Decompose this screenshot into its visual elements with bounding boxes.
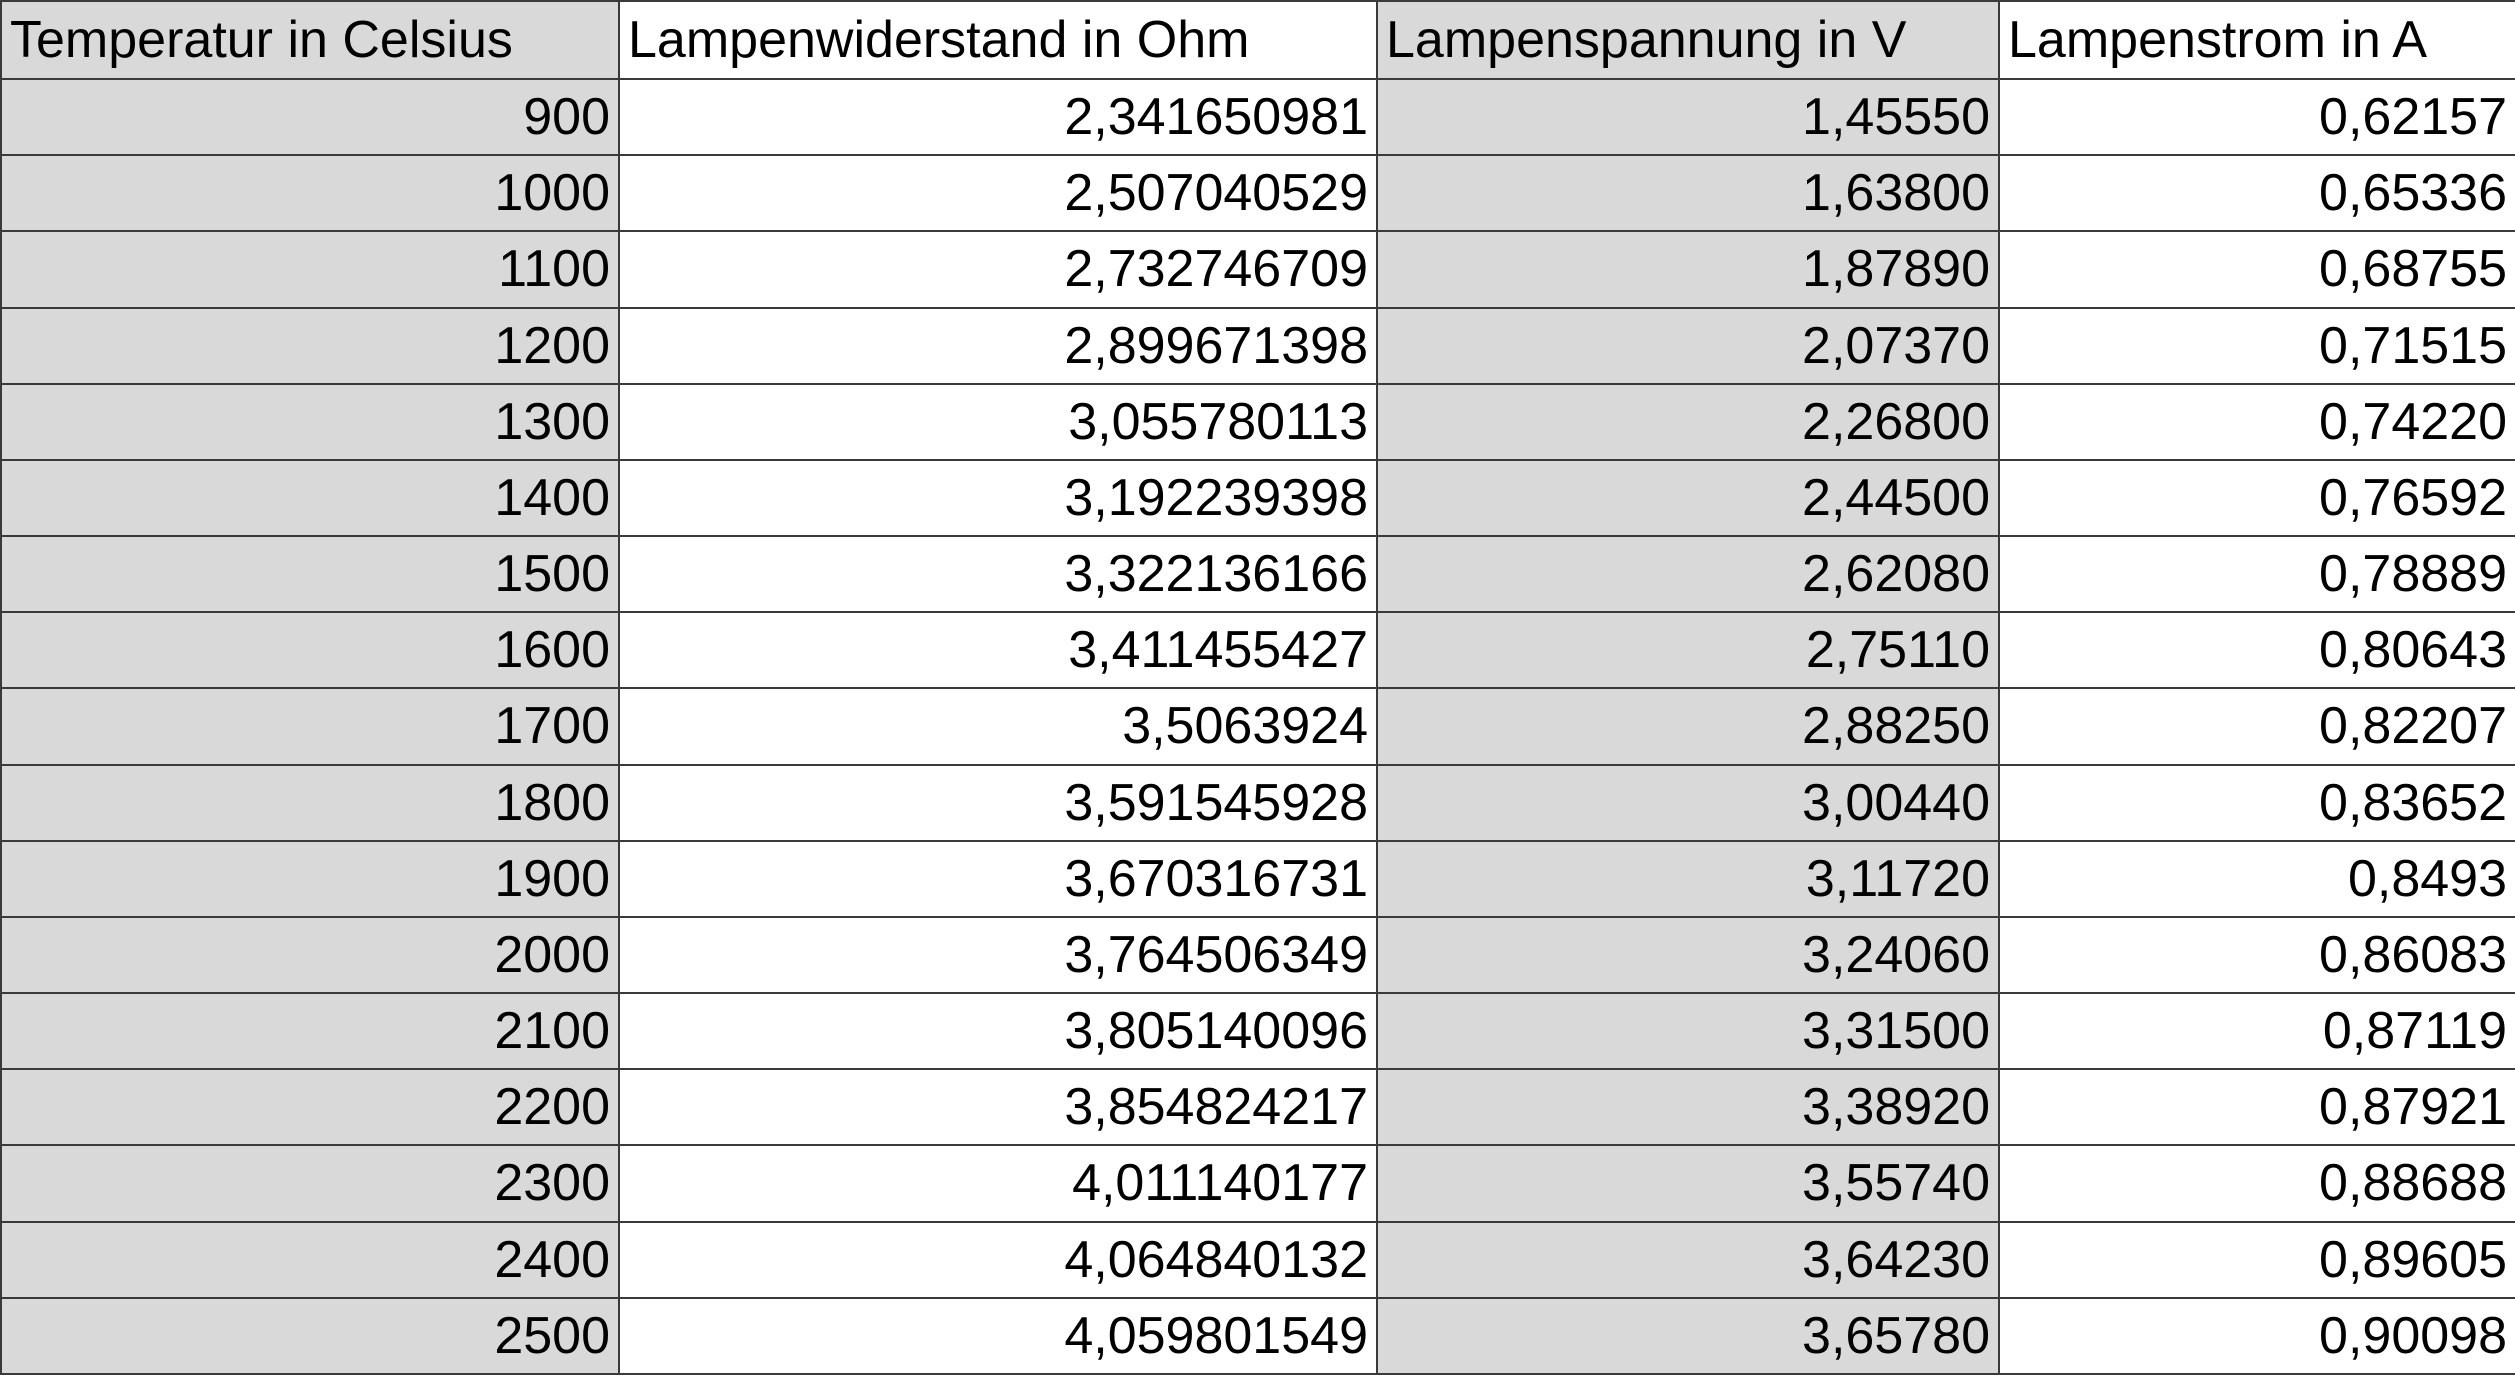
cell-temperature[interactable]: 2000 xyxy=(0,915,620,995)
table-header: Temperatur in Celsius Lampenwiderstand i… xyxy=(0,0,2515,80)
cell-resistance[interactable]: 3,322136166 xyxy=(618,535,1378,614)
cell-resistance[interactable]: 3,055780113 xyxy=(618,382,1378,461)
cell-resistance[interactable]: 2,732746709 xyxy=(618,230,1378,309)
table-row: 2400 4,064840132 3,64230 0,89605 xyxy=(0,1220,2515,1299)
cell-voltage[interactable]: 2,26800 xyxy=(1376,382,2000,461)
cell-temperature[interactable]: 1600 xyxy=(0,611,620,690)
cell-voltage[interactable]: 2,88250 xyxy=(1376,687,2000,766)
table-row: 2300 4,011140177 3,55740 0,88688 xyxy=(0,1144,2515,1223)
cell-voltage[interactable]: 1,63800 xyxy=(1376,154,2000,233)
cell-resistance[interactable]: 2,899671398 xyxy=(618,306,1378,385)
cell-current[interactable]: 0,89605 xyxy=(1998,1220,2515,1299)
cell-voltage[interactable]: 3,31500 xyxy=(1376,992,2000,1071)
cell-resistance[interactable]: 4,059801549 xyxy=(618,1296,1378,1375)
cell-voltage[interactable]: 1,45550 xyxy=(1376,77,2000,157)
cell-voltage[interactable]: 2,44500 xyxy=(1376,458,2000,538)
header-row: Temperatur in Celsius Lampenwiderstand i… xyxy=(0,0,2515,80)
cell-voltage[interactable]: 2,07370 xyxy=(1376,306,2000,385)
cell-current[interactable]: 0,87921 xyxy=(1998,1068,2515,1147)
header-temperature[interactable]: Temperatur in Celsius xyxy=(0,0,620,80)
table-row: 1100 2,732746709 1,87890 0,68755 xyxy=(0,230,2515,309)
cell-resistance[interactable]: 2,507040529 xyxy=(618,154,1378,233)
cell-current[interactable]: 0,71515 xyxy=(1998,306,2515,385)
table-row: 1900 3,670316731 3,11720 0,8493 xyxy=(0,839,2515,918)
table-row: 2000 3,764506349 3,24060 0,86083 xyxy=(0,915,2515,995)
table-row: 1700 3,5063924 2,88250 0,82207 xyxy=(0,687,2515,766)
table-row: 2100 3,805140096 3,31500 0,87119 xyxy=(0,992,2515,1071)
cell-resistance[interactable]: 3,192239398 xyxy=(618,458,1378,538)
cell-current[interactable]: 0,90098 xyxy=(1998,1296,2515,1375)
cell-resistance[interactable]: 4,011140177 xyxy=(618,1144,1378,1223)
cell-temperature[interactable]: 1800 xyxy=(0,763,620,842)
table-row: 1400 3,192239398 2,44500 0,76592 xyxy=(0,458,2515,538)
table-row: 1200 2,899671398 2,07370 0,71515 xyxy=(0,306,2515,385)
table-row: 1600 3,411455427 2,75110 0,80643 xyxy=(0,611,2515,690)
cell-current[interactable]: 0,65336 xyxy=(1998,154,2515,233)
header-voltage[interactable]: Lampenspannung in V xyxy=(1376,0,2000,80)
cell-current[interactable]: 0,74220 xyxy=(1998,382,2515,461)
table-row: 1800 3,591545928 3,00440 0,83652 xyxy=(0,763,2515,842)
cell-current[interactable]: 0,83652 xyxy=(1998,763,2515,842)
cell-temperature[interactable]: 1400 xyxy=(0,458,620,538)
cell-resistance[interactable]: 3,5063924 xyxy=(618,687,1378,766)
header-current[interactable]: Lampenstrom in A xyxy=(1998,0,2515,80)
table-body: 900 2,341650981 1,45550 0,62157 1000 2,507040… xyxy=(0,77,2515,1375)
table-row: 2200 3,854824217 3,38920 0,87921 xyxy=(0,1068,2515,1147)
cell-resistance[interactable]: 3,411455427 xyxy=(618,611,1378,690)
cell-temperature[interactable]: 1700 xyxy=(0,687,620,766)
table-row: 1000 2,507040529 1,63800 0,65336 xyxy=(0,154,2515,233)
table-row: 1300 3,055780113 2,26800 0,74220 xyxy=(0,382,2515,461)
cell-resistance[interactable]: 4,064840132 xyxy=(618,1220,1378,1299)
cell-voltage[interactable]: 3,38920 xyxy=(1376,1068,2000,1147)
cell-temperature[interactable]: 1000 xyxy=(0,154,620,233)
table-row: 2500 4,059801549 3,65780 0,90098 xyxy=(0,1296,2515,1375)
cell-current[interactable]: 0,78889 xyxy=(1998,535,2515,614)
cell-resistance[interactable]: 3,591545928 xyxy=(618,763,1378,842)
cell-current[interactable]: 0,88688 xyxy=(1998,1144,2515,1223)
cell-temperature[interactable]: 2100 xyxy=(0,992,620,1071)
cell-voltage[interactable]: 3,64230 xyxy=(1376,1220,2000,1299)
cell-resistance[interactable]: 3,670316731 xyxy=(618,839,1378,918)
cell-voltage[interactable]: 3,00440 xyxy=(1376,763,2000,842)
cell-current[interactable]: 0,76592 xyxy=(1998,458,2515,538)
cell-resistance[interactable]: 3,805140096 xyxy=(618,992,1378,1071)
cell-temperature[interactable]: 2400 xyxy=(0,1220,620,1299)
cell-voltage[interactable]: 3,65780 xyxy=(1376,1296,2000,1375)
cell-current[interactable]: 0,87119 xyxy=(1998,992,2515,1071)
cell-current[interactable]: 0,82207 xyxy=(1998,687,2515,766)
cell-voltage[interactable]: 3,55740 xyxy=(1376,1144,2000,1223)
cell-temperature[interactable]: 900 xyxy=(0,77,620,157)
cell-current[interactable]: 0,8493 xyxy=(1998,839,2515,918)
cell-voltage[interactable]: 3,24060 xyxy=(1376,915,2000,995)
cell-temperature[interactable]: 2300 xyxy=(0,1144,620,1223)
header-resistance[interactable]: Lampenwiderstand in Ohm xyxy=(618,0,1378,80)
table-row: 900 2,341650981 1,45550 0,62157 xyxy=(0,77,2515,157)
cell-temperature[interactable]: 2200 xyxy=(0,1068,620,1147)
cell-temperature[interactable]: 1200 xyxy=(0,306,620,385)
table-row: 1500 3,322136166 2,62080 0,78889 xyxy=(0,535,2515,614)
cell-temperature[interactable]: 2500 xyxy=(0,1296,620,1375)
cell-voltage[interactable]: 2,62080 xyxy=(1376,535,2000,614)
cell-current[interactable]: 0,68755 xyxy=(1998,230,2515,309)
cell-current[interactable]: 0,80643 xyxy=(1998,611,2515,690)
cell-resistance[interactable]: 2,341650981 xyxy=(618,77,1378,157)
cell-current[interactable]: 0,86083 xyxy=(1998,915,2515,995)
cell-temperature[interactable]: 1500 xyxy=(0,535,620,614)
cell-temperature[interactable]: 1900 xyxy=(0,839,620,918)
cell-temperature[interactable]: 1300 xyxy=(0,382,620,461)
cell-voltage[interactable]: 3,11720 xyxy=(1376,839,2000,918)
cell-voltage[interactable]: 2,75110 xyxy=(1376,611,2000,690)
cell-voltage[interactable]: 1,87890 xyxy=(1376,230,2000,309)
cell-temperature[interactable]: 1100 xyxy=(0,230,620,309)
cell-resistance[interactable]: 3,764506349 xyxy=(618,915,1378,995)
cell-current[interactable]: 0,62157 xyxy=(1998,77,2515,157)
cell-resistance[interactable]: 3,854824217 xyxy=(618,1068,1378,1147)
